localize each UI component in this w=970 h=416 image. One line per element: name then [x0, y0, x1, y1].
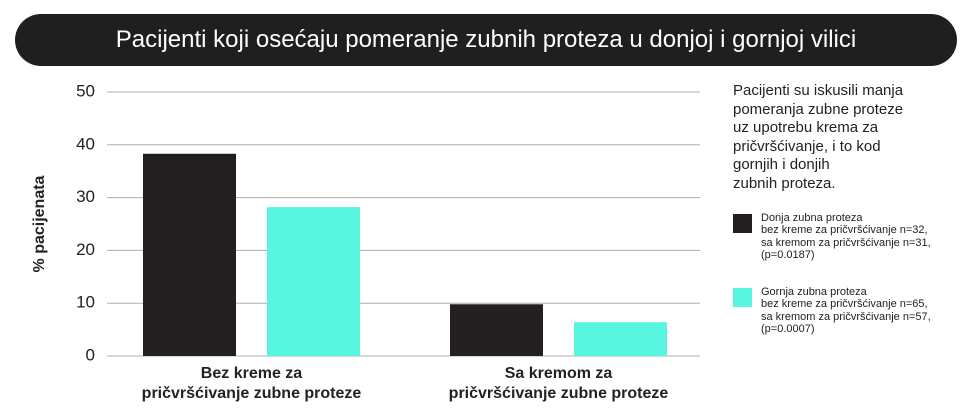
y-tick-label: 10 [76, 293, 95, 312]
x-tick-label: Sa kremom za pričvršćivanje zubne protez… [448, 365, 669, 402]
y-tick-label: 50 [76, 81, 95, 100]
bar [143, 153, 236, 356]
legend-swatch [733, 288, 752, 307]
legend-label: Gornja zubna proteza bez kreme za pričvr… [761, 286, 931, 335]
bar [450, 304, 543, 356]
bar [267, 207, 360, 356]
x-tick-label: Bez kreme za pričvršćivanje zubne protez… [141, 365, 362, 402]
bar [574, 322, 667, 356]
y-tick-label: 40 [76, 134, 95, 153]
y-tick-label: 20 [76, 240, 95, 259]
chart-title: Pacijenti koji osećaju pomeranje zubnih … [15, 14, 957, 66]
legend-swatch [733, 214, 752, 233]
y-tick-label: 0 [86, 345, 95, 364]
legend-label: Donja zubna proteza bez kreme za pričvrš… [761, 212, 931, 261]
y-tick-label: 30 [76, 187, 95, 206]
note: Pacijenti su iskusili manja pomeranja zu… [733, 82, 904, 192]
y-axis-label: % pacijenata [31, 175, 48, 272]
